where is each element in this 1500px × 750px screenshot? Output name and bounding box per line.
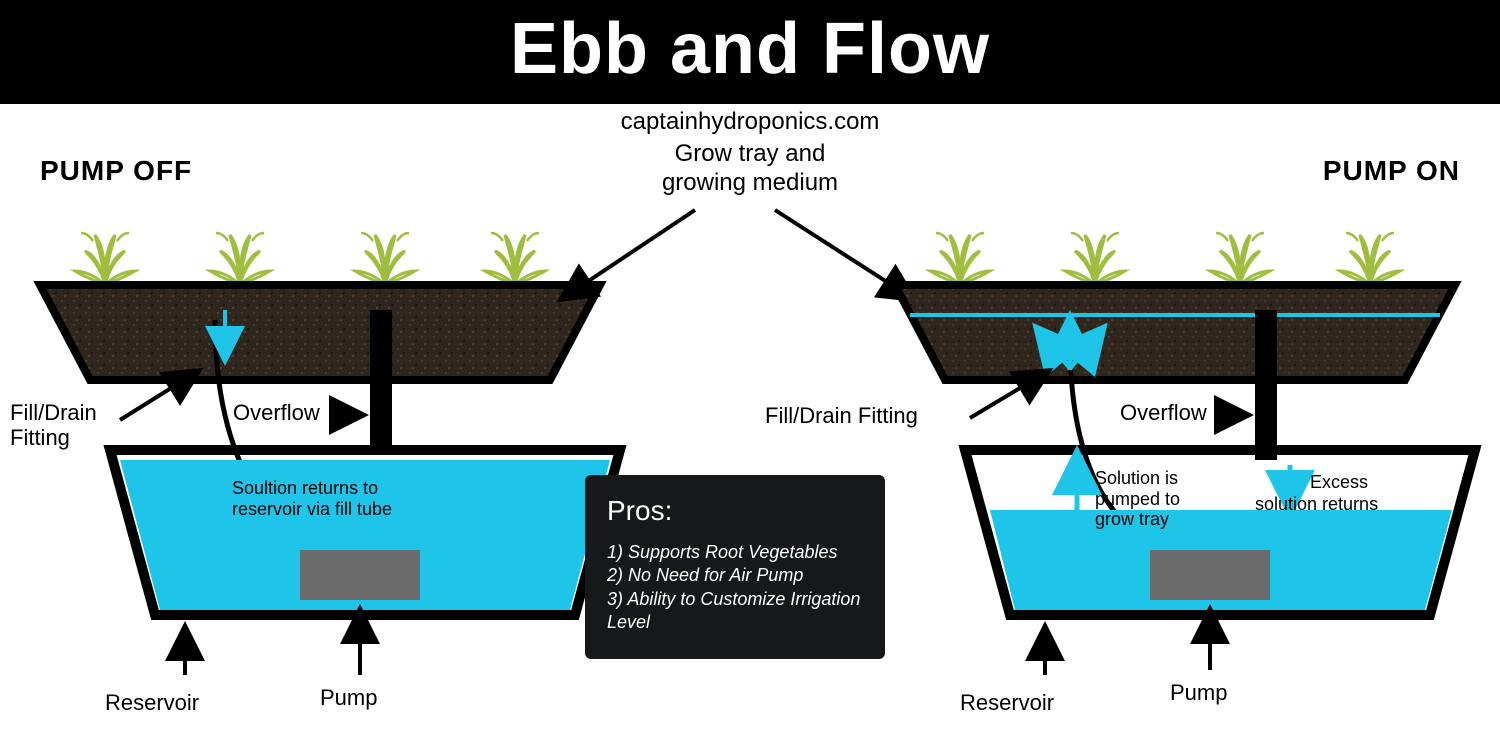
- center-label-l1: Grow tray and: [675, 140, 826, 167]
- reservoir-label-off: Reservoir: [105, 690, 199, 715]
- system-on-diagram: [855, 190, 1495, 740]
- excess-returns-label-2: solution returns: [1255, 494, 1378, 515]
- pros-item-2: 2) No Need for Air Pump: [607, 564, 863, 587]
- pros-item-1: 1) Supports Root Vegetables: [607, 541, 863, 564]
- excess-returns-label: Excess: [1310, 472, 1368, 493]
- fill-drain-label-on: Fill/Drain Fitting: [765, 403, 918, 428]
- pros-title: Pros:: [607, 495, 863, 527]
- pros-item-3: 3) Ability to Customize Irrigation Level: [607, 588, 863, 635]
- pros-box: Pros: 1) Supports Root Vegetables 2) No …: [585, 475, 885, 659]
- overflow-label-on: Overflow: [1120, 400, 1207, 425]
- overflow-pipe-on: [1255, 310, 1277, 460]
- page-title: Ebb and Flow: [0, 8, 1500, 90]
- pump-on: [1150, 550, 1270, 600]
- overflow-label-off: Overflow: [233, 400, 320, 425]
- reservoir-label-on: Reservoir: [960, 690, 1054, 715]
- fill-drain-label-off: Fill/Drain Fitting: [10, 400, 97, 451]
- pump-label-on: Pump: [1170, 680, 1227, 705]
- state-off-label: PUMP OFF: [40, 155, 192, 187]
- title-bar: Ebb and Flow: [0, 0, 1500, 104]
- center-label: Grow tray and growing medium: [0, 140, 1500, 198]
- overflow-pipe-off: [370, 310, 392, 450]
- solution-pumped-label: Solution is pumped to grow tray: [1095, 468, 1180, 530]
- grow-tray-on: [895, 285, 1455, 380]
- pump-label-off: Pump: [320, 685, 377, 710]
- site-subtitle: captainhydroponics.com: [0, 108, 1500, 136]
- solution-returns-label: Soultion returns to reservoir via fill t…: [232, 478, 392, 519]
- state-on-label: PUMP ON: [1323, 155, 1460, 187]
- pump-off: [300, 550, 420, 600]
- grow-tray-off: [40, 233, 600, 380]
